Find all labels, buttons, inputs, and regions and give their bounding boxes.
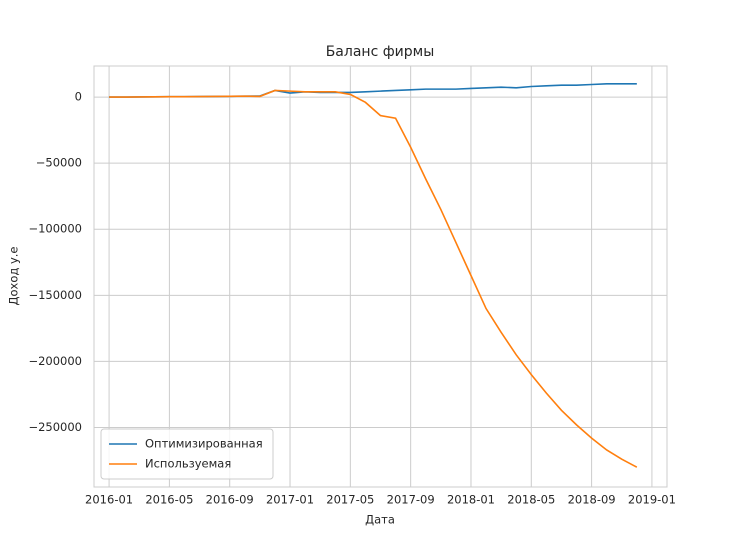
x-axis-label: Дата <box>365 513 395 527</box>
x-tick-label: 2017-05 <box>326 493 374 507</box>
y-tick-label: −250000 <box>28 420 82 434</box>
x-tick-label: 2017-01 <box>266 493 314 507</box>
x-tick-label: 2018-01 <box>447 493 495 507</box>
x-tick-label: 2018-09 <box>568 493 616 507</box>
y-tick-label: −200000 <box>28 354 82 368</box>
y-tick-label: 0 <box>75 90 82 104</box>
plot-area <box>93 65 668 488</box>
y-axis-label: Доход у.е <box>7 246 21 305</box>
legend-label: Используемая <box>145 457 231 471</box>
x-tick-label: 2017-09 <box>387 493 435 507</box>
y-tick-label: −150000 <box>28 288 82 302</box>
legend-label: Оптимизированная <box>145 437 263 451</box>
lines <box>109 83 638 468</box>
grid <box>94 66 667 487</box>
x-tick-label: 2016-01 <box>85 493 133 507</box>
x-tick-label: 2016-09 <box>206 493 254 507</box>
y-tick-label: −100000 <box>28 222 82 236</box>
legend-box <box>100 428 274 480</box>
series-line <box>109 89 638 468</box>
legend: Оптимизированная Используемая <box>100 428 274 480</box>
chart-title: Баланс фирмы <box>326 44 435 60</box>
y-tick-label: −50000 <box>36 156 82 170</box>
x-tick-label: 2016-05 <box>145 493 193 507</box>
x-tick-label: 2018-05 <box>507 493 555 507</box>
x-tick-label: 2019-01 <box>628 493 676 507</box>
